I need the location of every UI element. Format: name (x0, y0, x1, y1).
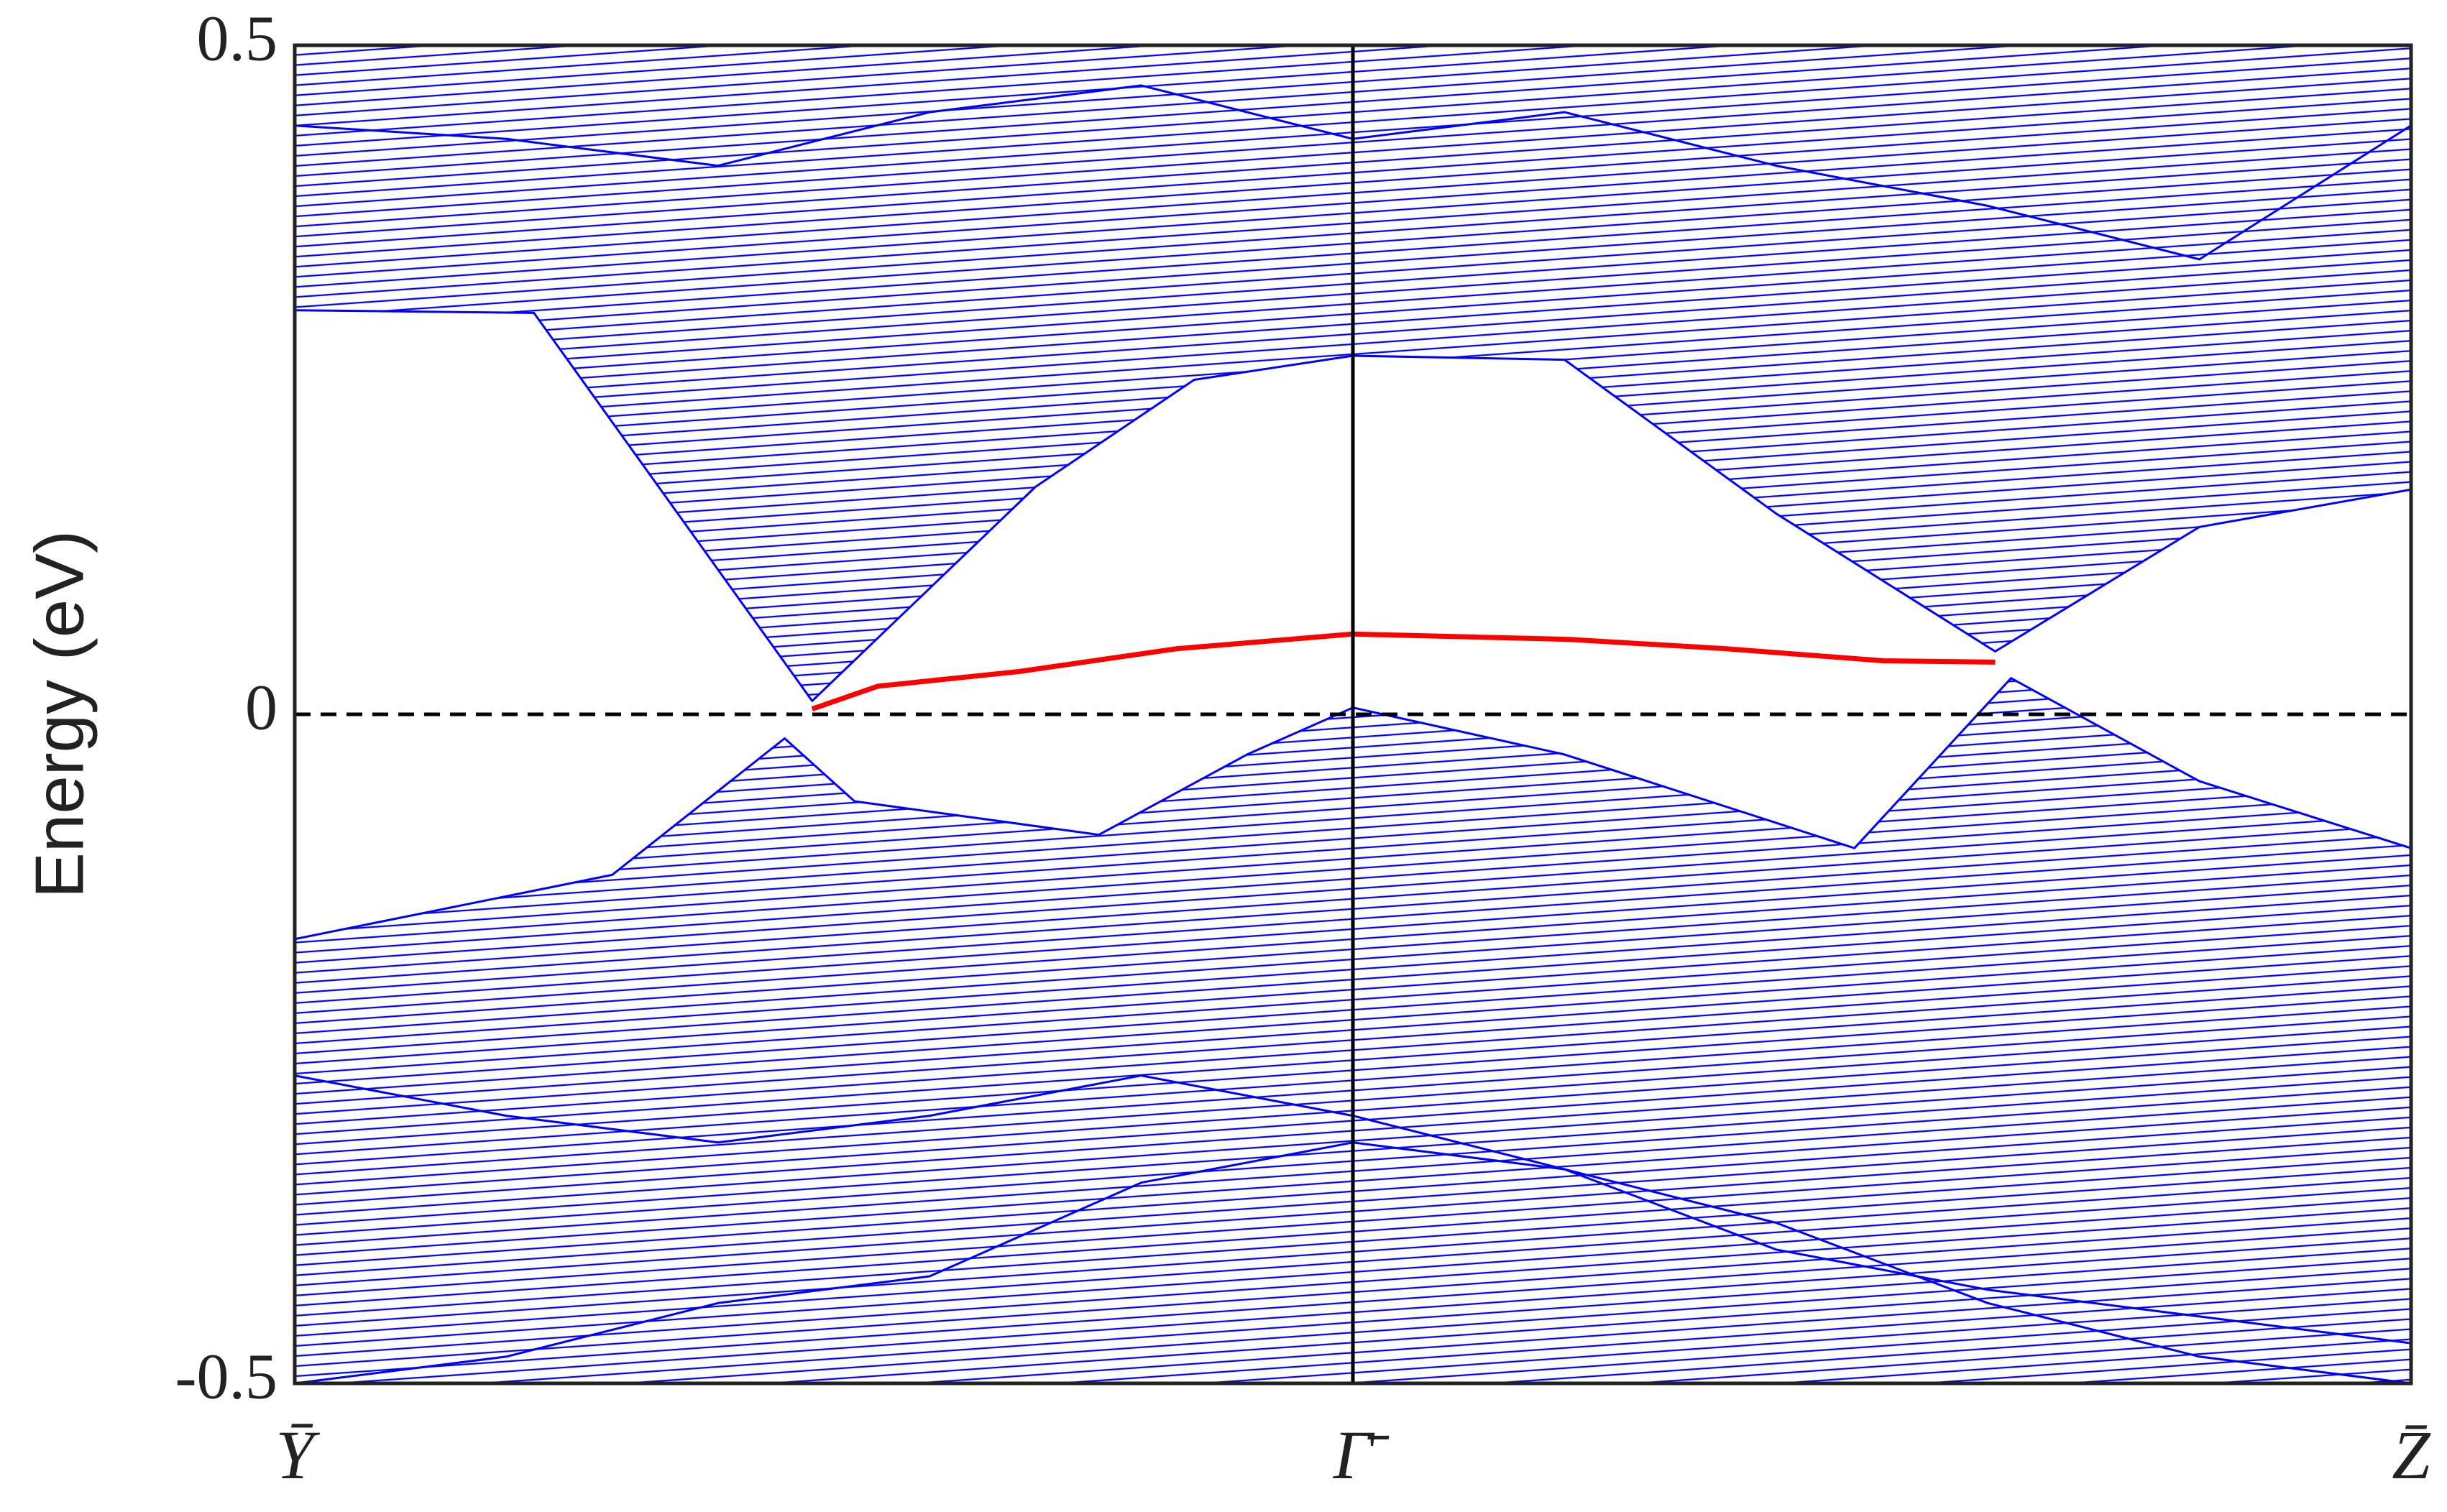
y-tick-label: 0.5 (197, 4, 278, 75)
y-tick-label: 0 (245, 673, 277, 744)
band-line (295, 677, 2411, 941)
x-tick-label: Z̄ (2392, 1416, 2431, 1493)
y-tick-label: -0.5 (175, 1342, 277, 1413)
band-continuum (295, 45, 2411, 701)
x-tick-label: Ȳ (275, 1416, 320, 1493)
plot-frame (293, 43, 2413, 1386)
axes: -0.500.5Ȳ Γ̄ Z̄ (175, 4, 2432, 1493)
y-axis-label: Energy (eV) (21, 530, 98, 898)
